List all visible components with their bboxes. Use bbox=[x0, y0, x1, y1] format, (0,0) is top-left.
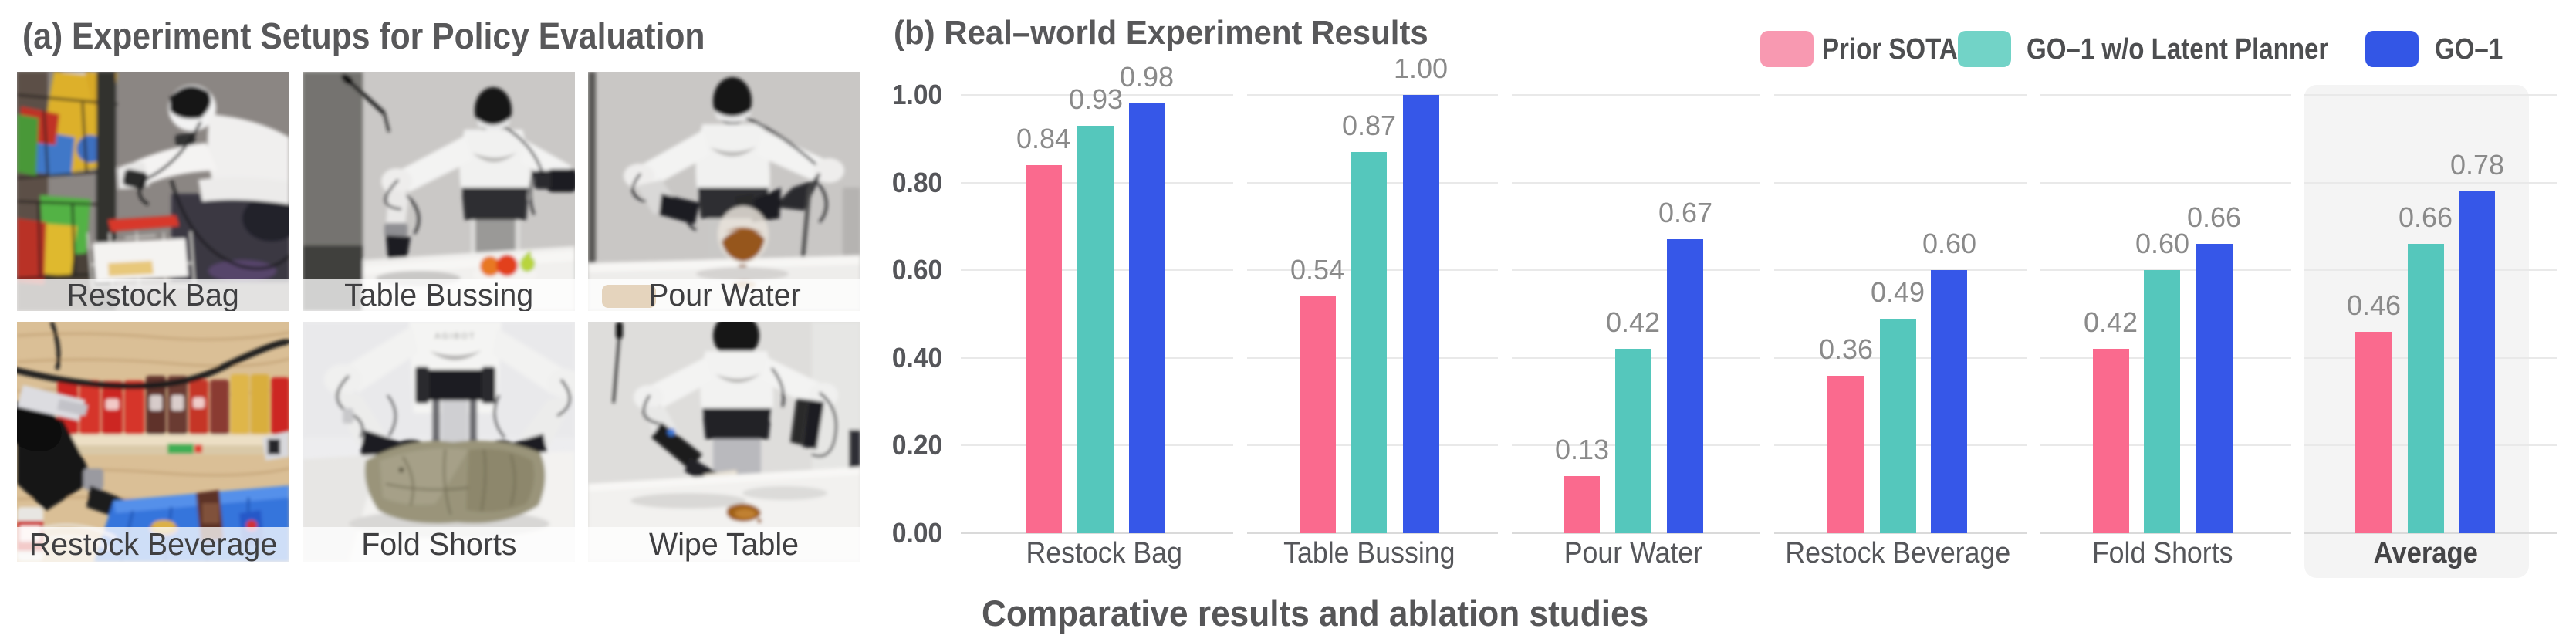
svg-text:AGIBOT: AGIBOT bbox=[434, 332, 476, 341]
